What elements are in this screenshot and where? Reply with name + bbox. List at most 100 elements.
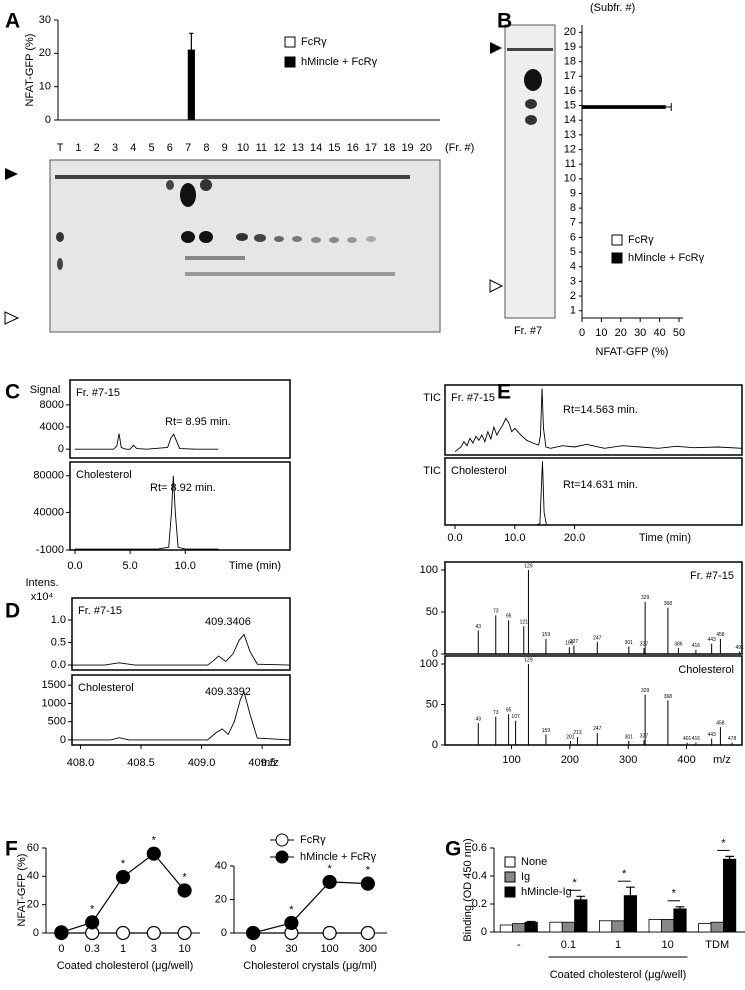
annotation: Rt= 8.92 min. <box>150 482 216 494</box>
legend-label: hMincle + FcRγ <box>301 56 378 68</box>
x-tick-label: 12 <box>273 142 285 154</box>
x-tick-label: 30 <box>285 943 297 955</box>
plot-frame <box>444 561 743 655</box>
x-tick-label: 30 <box>634 327 646 339</box>
x-tick-label: 2 <box>94 142 100 154</box>
y-axis-label: NFAT-GFP (%) <box>16 854 28 927</box>
legend-label: None <box>521 856 547 868</box>
x-tick-label: 400 <box>677 754 695 766</box>
spot <box>292 236 302 242</box>
x-axis-label: Coated cholesterol (μg/well) <box>57 960 194 972</box>
solvent-front <box>507 48 553 51</box>
significance-mark: * <box>121 858 126 870</box>
y-tick-label: 20 <box>215 893 227 905</box>
legend-label: hMincle + FcRγ <box>628 252 705 264</box>
y-tick-label: 4 <box>570 261 576 273</box>
arrow-filled <box>5 168 18 180</box>
bar <box>187 49 195 121</box>
y-tick-label: 0 <box>481 926 487 938</box>
y-tick-label: 10 <box>39 81 51 93</box>
arrow-filled <box>490 42 502 54</box>
y-tick-label: 1 <box>570 305 576 317</box>
peak-label: 458 <box>716 721 725 727</box>
y-axis-label: Signal <box>30 384 61 396</box>
y-tick-label: 1000 <box>42 697 66 709</box>
x-tick-label: 3 <box>151 943 157 955</box>
peak-label: 121 <box>520 620 529 626</box>
panel-letter: A <box>5 10 20 33</box>
panel-letter: E <box>497 381 511 404</box>
subplot-name: Fr. #7-15 <box>451 392 495 404</box>
annotation: Rt= 8.95 min. <box>165 416 231 428</box>
panel-letter: B <box>497 10 512 33</box>
error-bar <box>576 895 586 900</box>
y-tick-label: 8 <box>570 202 576 214</box>
spot <box>347 237 357 243</box>
panel-letter: F <box>5 838 18 861</box>
y-tick-label: 5 <box>570 246 576 258</box>
arrow-open <box>4 311 20 325</box>
x-tick-label: 10 <box>237 142 249 154</box>
x-tick-label: 10 <box>595 327 607 339</box>
x-tick-label: 10 <box>178 943 190 955</box>
bar <box>512 923 526 933</box>
x-tick-label: 20 <box>615 327 627 339</box>
x-tick-label: 10.0 <box>504 532 525 544</box>
x-tick-label: 0.0 <box>447 532 462 544</box>
data-point <box>284 915 299 931</box>
trace <box>454 461 742 526</box>
peak-label: 95 <box>506 708 512 714</box>
significance-mark: * <box>366 864 371 876</box>
annotation: 409.3392 <box>205 686 251 698</box>
spot <box>199 231 213 243</box>
x-tick-label: 300 <box>619 754 637 766</box>
legend-swatch <box>504 886 516 898</box>
x-axis-label: Time (min) <box>639 532 691 544</box>
bar <box>623 895 638 933</box>
solvent-front <box>55 175 410 179</box>
x-tick-label: 6 <box>167 142 173 154</box>
image-label: Fr. #7 <box>514 325 542 337</box>
y-tick-label: 0 <box>33 927 39 939</box>
y-tick-label: 0.6 <box>472 842 487 854</box>
y-tick-label: 0.0 <box>51 659 66 671</box>
plate <box>504 24 556 319</box>
peak-label: 73 <box>493 609 499 615</box>
peak-label: 327 <box>640 641 649 647</box>
x-tick-label: 409.5 <box>248 757 276 769</box>
x-tick-label: 10.0 <box>175 560 196 572</box>
plot-frame <box>69 461 291 551</box>
bar <box>549 921 563 933</box>
spot <box>525 115 537 125</box>
y-axis-label: NFAT-GFP (%) <box>24 34 36 107</box>
x-tick-label: 4 <box>130 142 136 154</box>
peak-label: 416 <box>692 643 701 649</box>
spot <box>236 233 248 241</box>
significance-mark: * <box>182 871 187 883</box>
x-tick-label: 0.0 <box>67 560 82 572</box>
x-tick-label: 18 <box>383 142 395 154</box>
peak-label: 301 <box>625 640 634 646</box>
legend-swatch <box>275 850 289 864</box>
y-tick-label: 14 <box>564 114 576 126</box>
group-label: Coated cholesterol (μg/well) <box>550 969 687 981</box>
y-tick-label: 0.2 <box>472 898 487 910</box>
spot <box>311 237 321 243</box>
y-tick-label: 17 <box>564 70 576 82</box>
band <box>185 256 245 260</box>
peak-label: 478 <box>728 736 737 742</box>
tlc-plate-a <box>4 159 441 333</box>
y-tick-label: 7 <box>570 217 576 229</box>
x-tick-label: 20.0 <box>564 532 585 544</box>
legend-swatch <box>284 56 296 68</box>
x-tick-label: 5 <box>149 142 155 154</box>
peak-label: 129 <box>524 657 533 663</box>
x-tick-label: 0 <box>250 943 256 955</box>
data-point <box>177 925 192 941</box>
error-bar <box>626 886 635 896</box>
annotation: 409.3406 <box>205 616 251 628</box>
peak-label: 416 <box>692 736 701 742</box>
y-tick-label: 40 <box>27 870 39 882</box>
spot <box>166 180 174 190</box>
tlc-plate-b <box>489 24 556 319</box>
